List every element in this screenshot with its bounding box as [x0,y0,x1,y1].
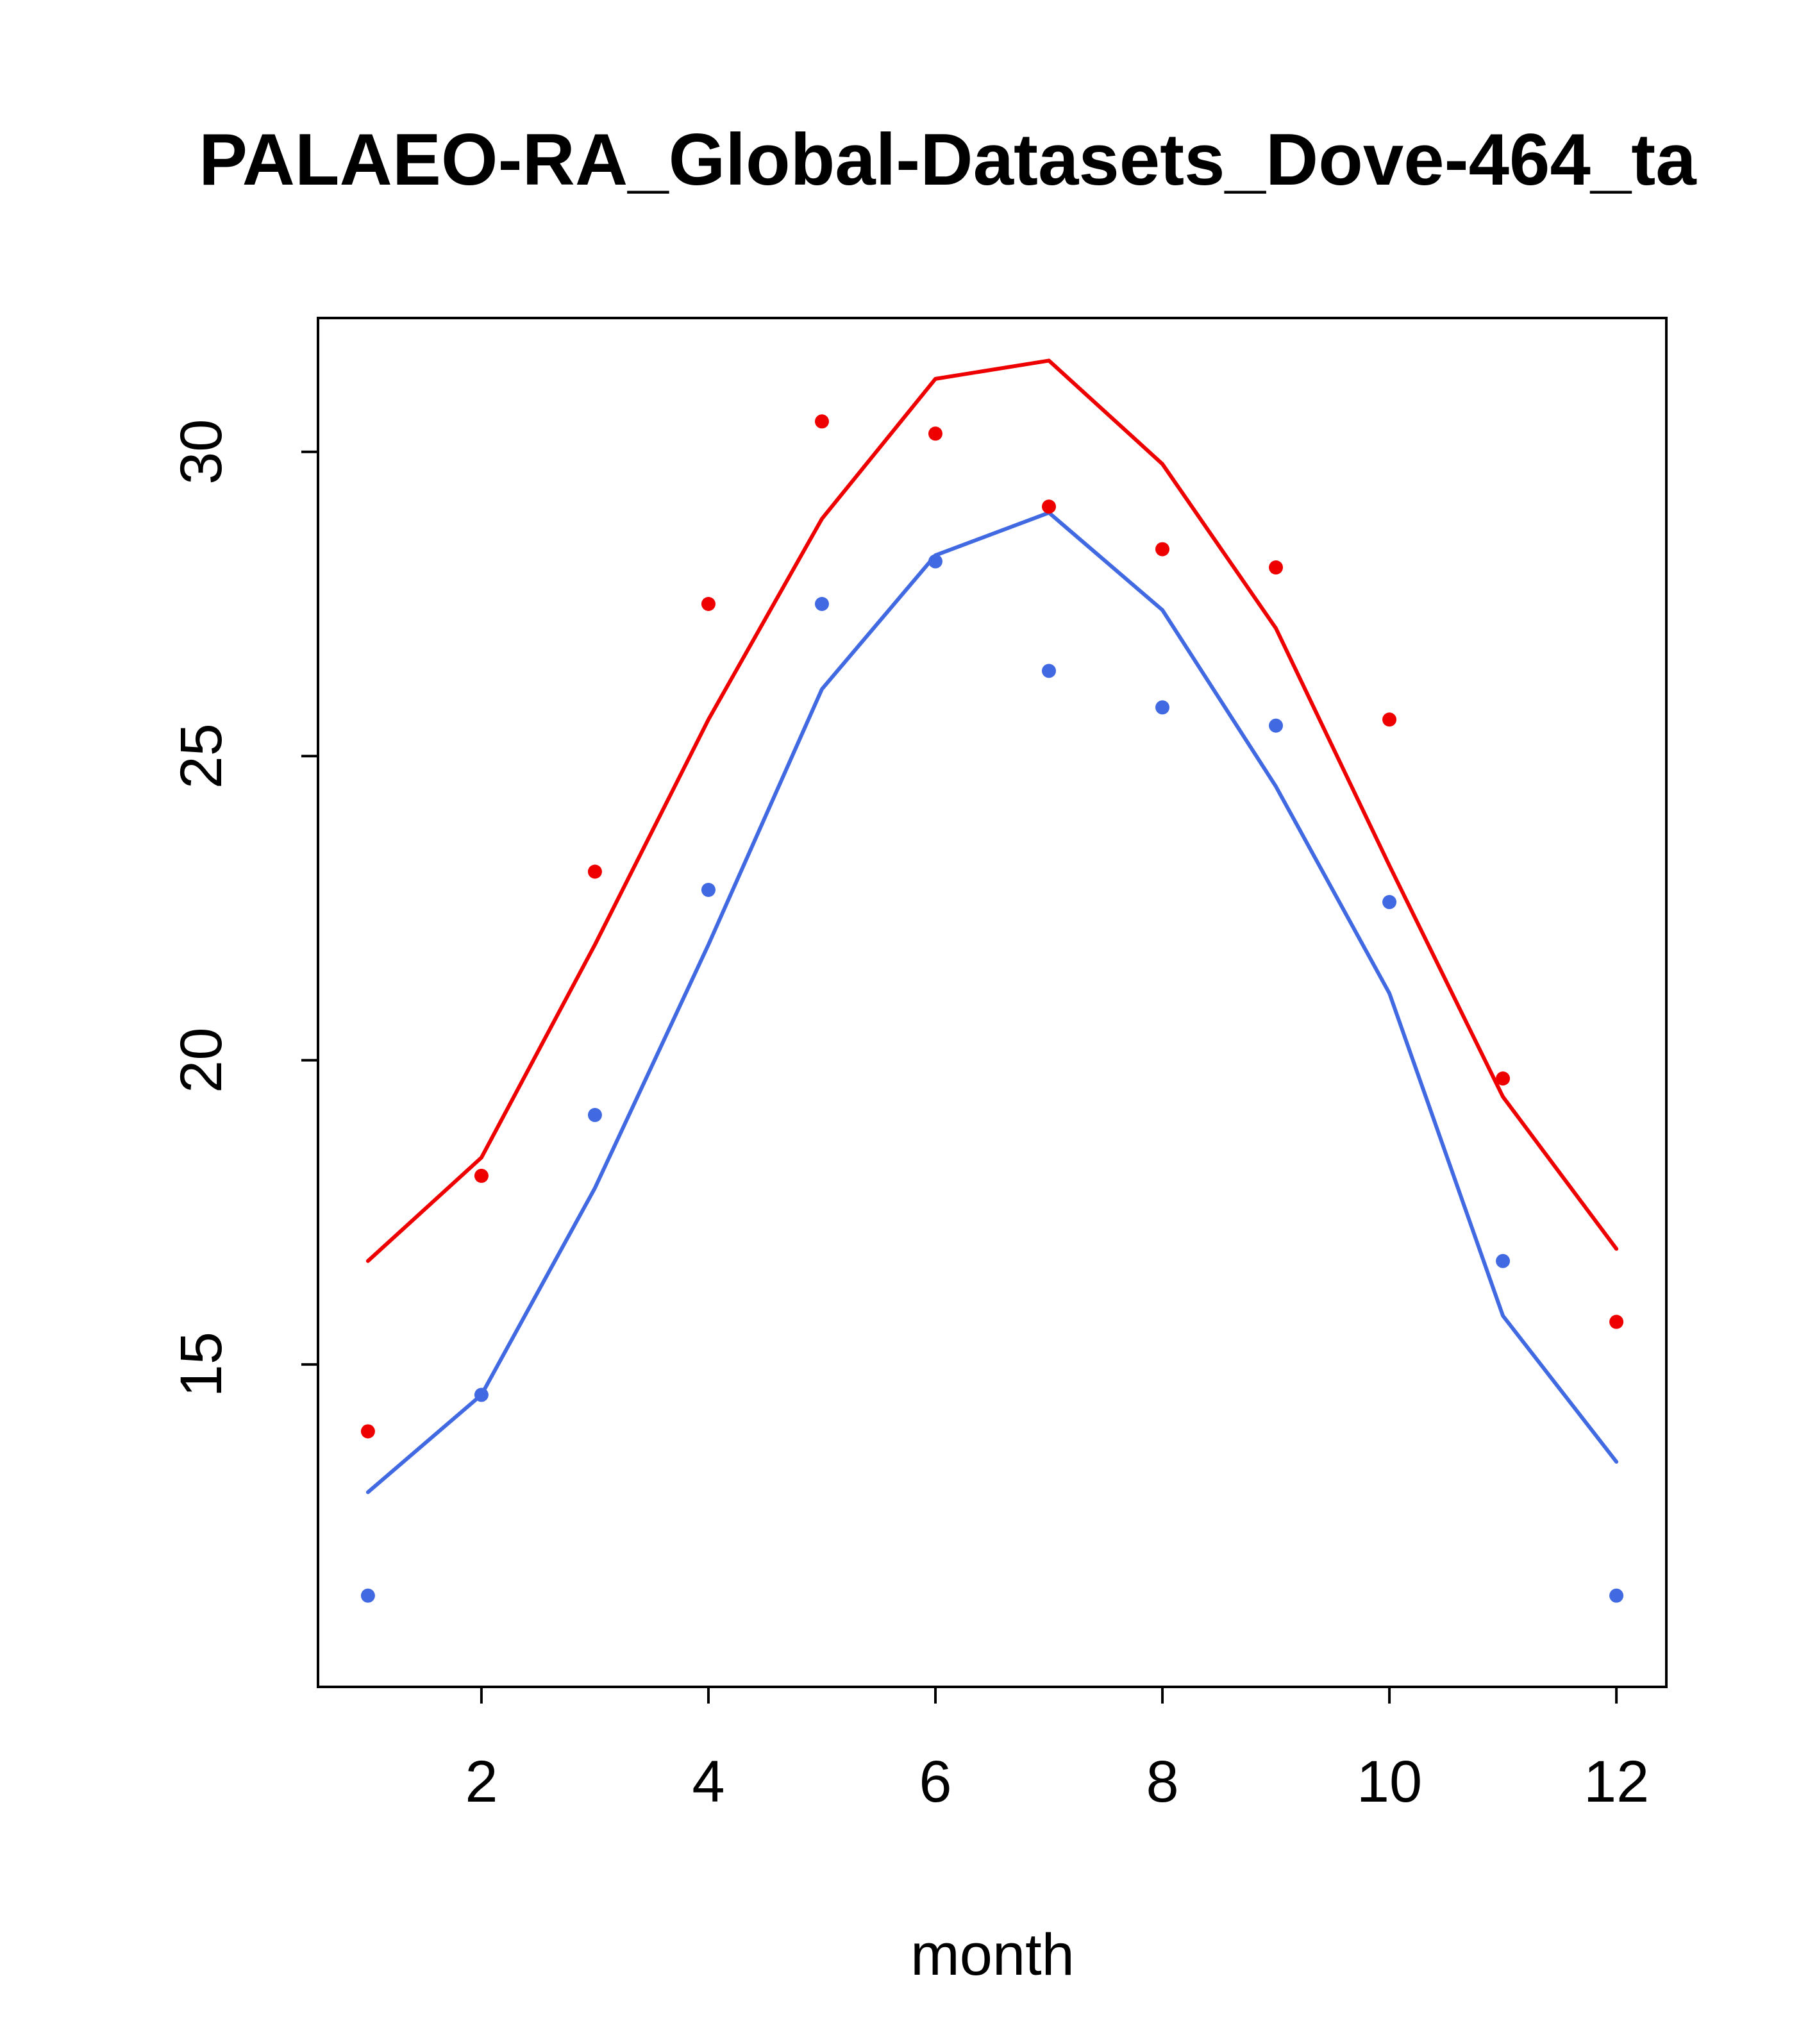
y-tick-label: 20 [169,1027,234,1093]
blue-points-point [1496,1253,1511,1268]
blue-points-point [1269,718,1284,733]
x-axis-title: month [910,1922,1075,1988]
red-line [365,358,1619,1263]
blue-points-point [474,1387,489,1402]
red-points-point [701,596,716,611]
red-points-point [360,1424,375,1439]
plot-border [317,317,1668,1688]
x-tick-label: 12 [1584,1749,1649,1814]
red-points-point [814,414,829,429]
plot-area: 2 4 6 8 10 12 15 20 25 30 [169,317,1668,1814]
red-points-point [1382,712,1397,727]
red-points-point [587,864,602,879]
x-tick-label: 10 [1357,1749,1422,1814]
x-tick-label: 6 [919,1749,951,1814]
blue-points-point [1155,700,1170,715]
red-points-point [1269,560,1284,575]
red-points-point [1496,1071,1511,1086]
red-points-point [474,1168,489,1183]
blue-points-point [1042,664,1057,678]
blue-points-point [928,554,942,569]
blue-points-point [1609,1588,1624,1603]
x-tick-label: 4 [692,1749,724,1814]
blue-points-point [587,1108,602,1123]
blue-points-point [360,1588,375,1603]
y-tick-label: 15 [169,1332,234,1397]
blue-points-point [814,596,829,611]
red-points-point [1155,542,1170,557]
x-tick-label: 8 [1146,1749,1178,1814]
y-tick-label: 25 [169,723,234,789]
blue-points-point [1382,894,1397,909]
y-tick-label: 30 [169,419,234,485]
x-tick-label: 2 [465,1749,498,1814]
red-points-point [928,426,942,441]
red-points-point [1042,499,1057,514]
red-points-point [1609,1314,1624,1329]
chart-title: PALAEO-RA_Global-Datasets_Dove-464_ta [199,119,1697,201]
blue-line [365,510,1619,1495]
blue-points-point [701,882,716,897]
